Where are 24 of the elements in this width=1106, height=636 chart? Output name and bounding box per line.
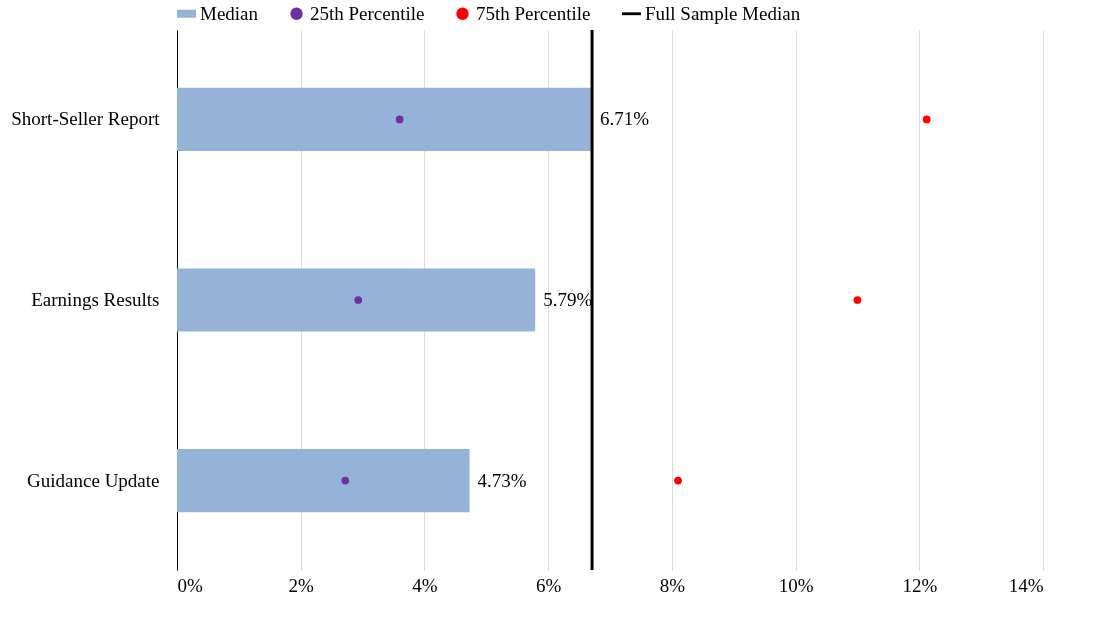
- point: [395, 115, 404, 124]
- x-tick-label: 8%: [659, 574, 686, 596]
- point: [674, 476, 682, 485]
- x-tick-label: 6%: [535, 574, 562, 596]
- y-tick-label: Short-Seller Report: [11, 108, 161, 130]
- legend-label: Median: [200, 2, 259, 24]
- data-label: 5.79%: [543, 289, 593, 310]
- point: [341, 476, 350, 485]
- point: [354, 296, 363, 304]
- point: [922, 115, 931, 124]
- legend-label: Full Sample Median: [645, 2, 801, 24]
- x-tick-label: 2%: [288, 574, 315, 596]
- data-label: 6.71%: [600, 108, 650, 130]
- legend-label: 75th Percentile: [476, 2, 591, 24]
- x-tick-label: 10%: [778, 574, 814, 596]
- legend-label: 25th Percentile: [310, 2, 425, 24]
- data-label: 4.73%: [477, 469, 527, 491]
- x-tick-label: 14%: [1008, 574, 1044, 596]
- point: [853, 296, 862, 304]
- y-tick-label: Earnings Results: [31, 289, 160, 310]
- x-tick-label: 4%: [412, 574, 438, 596]
- y-tick-label: Guidance Update: [27, 469, 160, 491]
- x-tick-label: 0%: [177, 574, 203, 596]
- x-tick-label: 12%: [902, 574, 938, 596]
